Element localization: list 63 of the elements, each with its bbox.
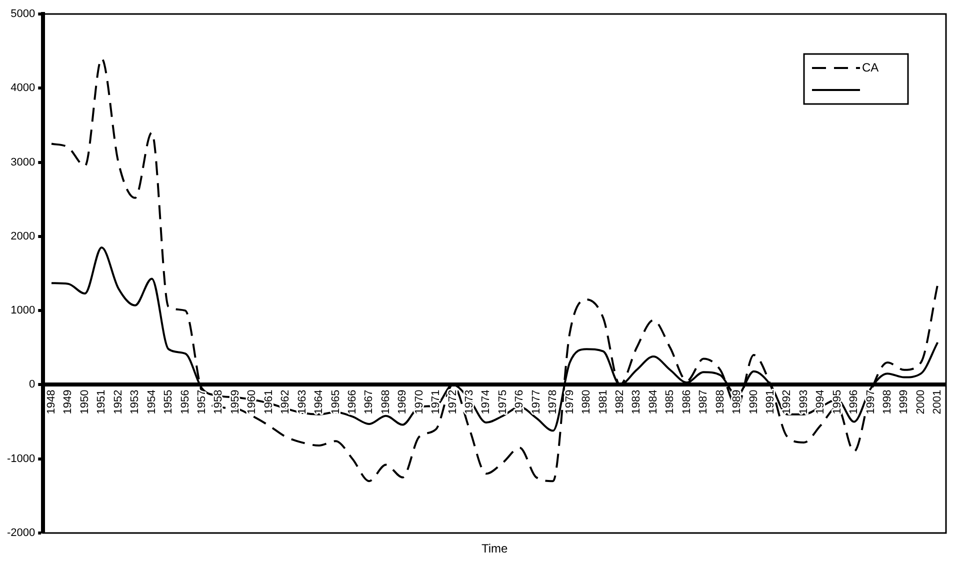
x-tick-label: 1991 [764, 390, 776, 414]
x-tick-label: 1972 [446, 390, 459, 414]
x-tick-label: 1970 [413, 390, 426, 414]
x-tick-label: 1958 [212, 390, 225, 414]
y-tick-label: 0 [29, 378, 36, 391]
x-tick-label: 1980 [580, 390, 593, 414]
x-tick-label: 1999 [898, 390, 910, 414]
x-tick-label: 1982 [614, 390, 626, 414]
x-tick-label: 1998 [882, 390, 894, 414]
y-tick-label: 3000 [10, 156, 36, 168]
x-tick-label: 1953 [129, 390, 142, 414]
legend-label: CA [862, 60, 879, 74]
x-tick-label: 1960 [246, 390, 258, 414]
y-tick-label: 5000 [10, 8, 36, 20]
y-tick-label: 4000 [10, 82, 36, 94]
y-tick-label: 2000 [10, 230, 36, 242]
x-tick-label: 1961 [262, 390, 275, 414]
x-tick-label: 1949 [62, 390, 74, 414]
x-tick-label: 2000 [914, 390, 927, 414]
x-tick-label: 1975 [496, 390, 509, 414]
x-tick-label: 1948 [46, 390, 58, 414]
x-tick-label: 1950 [78, 390, 91, 414]
x-tick-label: 1966 [346, 390, 358, 414]
x-tick-label: 1957 [196, 390, 208, 414]
x-tick-label: 1959 [229, 390, 242, 414]
x-tick-label: 1981 [597, 390, 610, 414]
x-tick-label: 1964 [313, 390, 326, 414]
x-tick-label: 1973 [464, 390, 476, 414]
x-tick-label: 1992 [781, 390, 794, 414]
x-tick-label: 1965 [330, 390, 342, 414]
x-tick-label: 1974 [480, 390, 492, 414]
x-tick-label: 1968 [380, 390, 392, 414]
x-tick-label: 1971 [430, 390, 442, 414]
x-tick-label: 1954 [146, 390, 158, 414]
x-tick-label: 1951 [96, 390, 108, 414]
x-tick-label: 1955 [162, 390, 175, 414]
x-tick-label: 1962 [280, 390, 292, 414]
x-tick-label: 1977 [530, 390, 542, 414]
y-tick-label: -1000 [6, 452, 36, 465]
x-tick-label: 1963 [296, 390, 308, 414]
x-tick-label: 1984 [647, 390, 660, 414]
x-tick-label: 1967 [363, 390, 376, 414]
x-tick-label: 1995 [831, 390, 844, 414]
x-axis-title: Time [481, 541, 508, 556]
x-tick-label: 1952 [112, 390, 124, 414]
x-tick-label: 1985 [664, 390, 676, 414]
y-tick-label: 1000 [10, 304, 36, 317]
x-tick-label: 1993 [798, 390, 810, 414]
x-tick-label: 1979 [564, 390, 576, 414]
x-tick-label: 1956 [179, 390, 192, 414]
x-tick-label: 1969 [396, 390, 409, 414]
y-tick-label: -2000 [6, 527, 36, 540]
x-tick-label: 1990 [748, 390, 760, 414]
x-tick-label: 1987 [698, 390, 710, 414]
x-tick-label: 1994 [814, 390, 827, 414]
x-tick-label: 1978 [547, 390, 560, 414]
x-tick-label: 1988 [714, 390, 726, 414]
x-tick-label: 1983 [630, 390, 643, 414]
x-tick-label: 2001 [932, 390, 944, 414]
x-tick-label: 1976 [514, 390, 526, 414]
x-tick-label: 1986 [680, 390, 693, 414]
x-tick-label: 1989 [731, 390, 744, 414]
x-tick-label: 1996 [848, 390, 860, 414]
